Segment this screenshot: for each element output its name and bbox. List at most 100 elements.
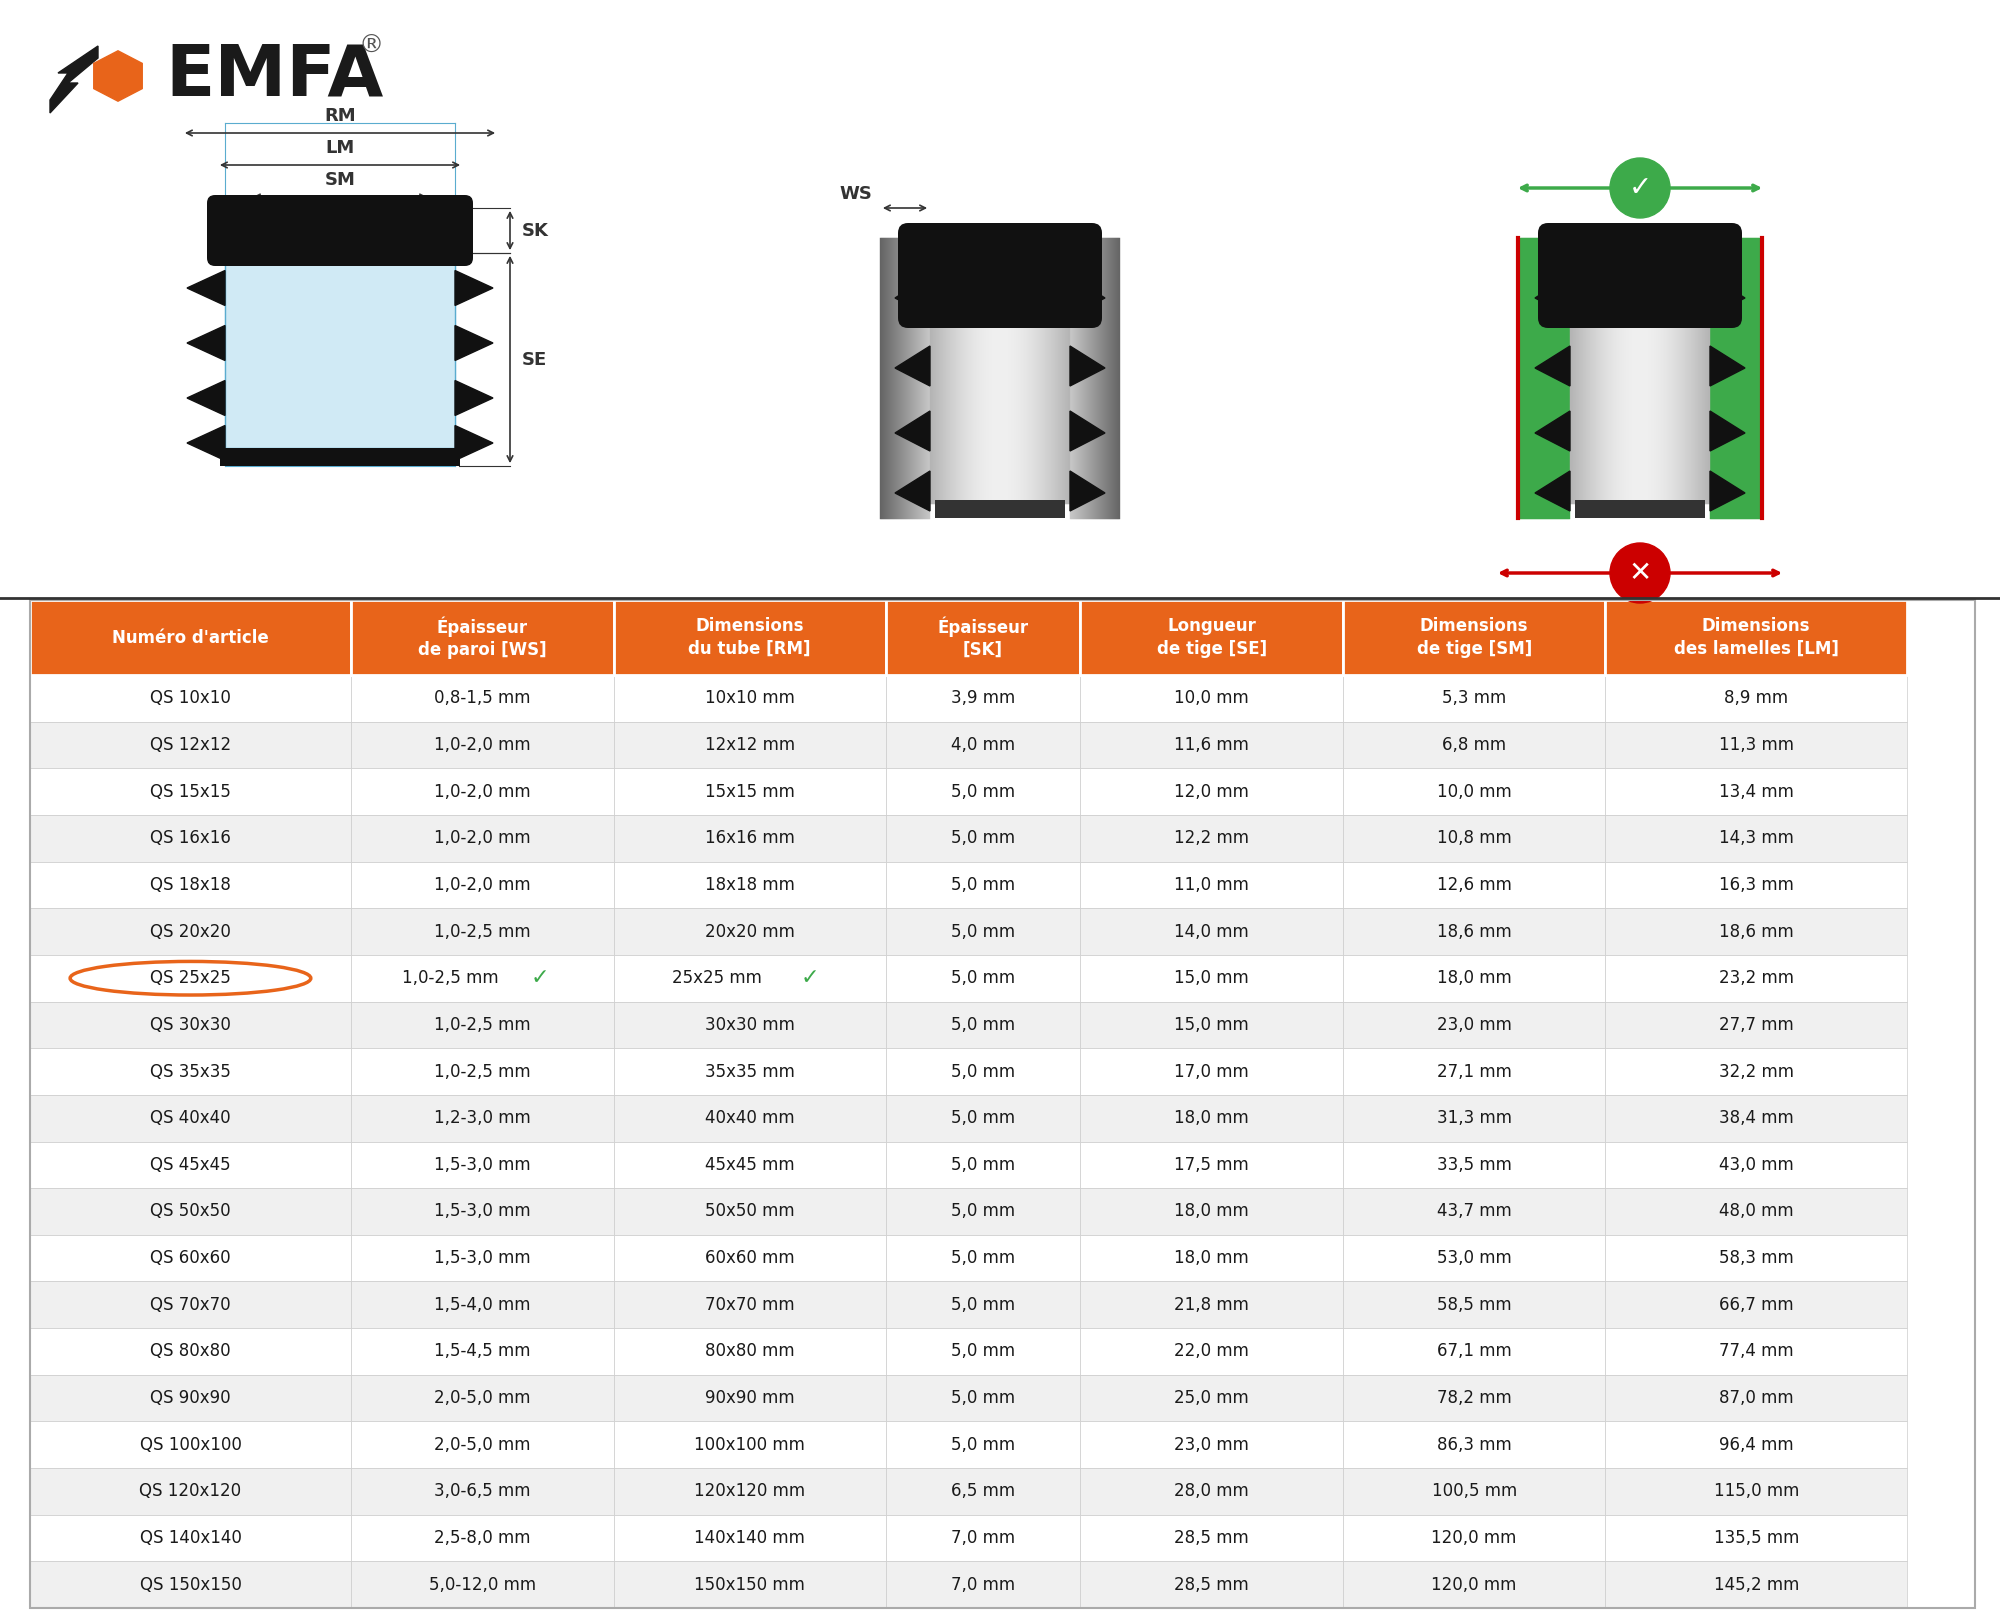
Bar — [936, 500, 1064, 518]
Text: QS 50x50: QS 50x50 — [150, 1202, 230, 1220]
Bar — [1342, 1002, 1606, 1048]
Bar — [1080, 862, 1342, 908]
Bar — [1606, 1235, 1906, 1281]
Text: 18,6 mm: 18,6 mm — [1718, 922, 1794, 940]
Bar — [1342, 1421, 1606, 1468]
Text: 18,0 mm: 18,0 mm — [1174, 1110, 1248, 1128]
Bar — [1342, 722, 1606, 769]
Bar — [350, 600, 614, 675]
Bar — [30, 1188, 350, 1235]
Bar — [30, 1375, 350, 1421]
Bar — [886, 1002, 1080, 1048]
Polygon shape — [456, 325, 492, 361]
Bar — [886, 1514, 1080, 1561]
Text: 80x80 mm: 80x80 mm — [704, 1343, 794, 1361]
Text: Dimensions
de tige [SM]: Dimensions de tige [SM] — [1416, 618, 1532, 657]
Text: QS 140x140: QS 140x140 — [140, 1529, 242, 1547]
Text: LM: LM — [326, 139, 354, 157]
Bar — [1606, 769, 1906, 815]
Polygon shape — [456, 426, 492, 461]
Text: ✕: ✕ — [1628, 558, 1652, 587]
Bar — [614, 1188, 886, 1235]
Bar — [1080, 1048, 1342, 1095]
Text: 11,3 mm: 11,3 mm — [1718, 736, 1794, 754]
Bar — [886, 1142, 1080, 1188]
Text: 18,6 mm: 18,6 mm — [1436, 922, 1512, 940]
Bar — [1342, 955, 1606, 1002]
Bar — [30, 1002, 350, 1048]
Bar — [1606, 1421, 1906, 1468]
Polygon shape — [1536, 411, 1570, 451]
Bar — [1342, 1235, 1606, 1281]
Text: 1,0-2,5 mm: 1,0-2,5 mm — [402, 969, 500, 987]
Text: QS 15x15: QS 15x15 — [150, 783, 230, 801]
Text: 6,5 mm: 6,5 mm — [950, 1482, 1016, 1500]
Text: Épaisseur
de paroi [WS]: Épaisseur de paroi [WS] — [418, 616, 546, 659]
Text: Dimensions
du tube [RM]: Dimensions du tube [RM] — [688, 618, 810, 657]
Polygon shape — [896, 411, 930, 451]
Text: 10,0 mm: 10,0 mm — [1174, 689, 1248, 707]
Text: 30x30 mm: 30x30 mm — [704, 1016, 794, 1034]
Text: 58,5 mm: 58,5 mm — [1436, 1296, 1512, 1314]
Text: 27,7 mm: 27,7 mm — [1718, 1016, 1794, 1034]
Text: 32,2 mm: 32,2 mm — [1718, 1063, 1794, 1081]
Text: 35x35 mm: 35x35 mm — [704, 1063, 794, 1081]
Text: 18,0 mm: 18,0 mm — [1174, 1249, 1248, 1267]
Bar — [614, 769, 886, 815]
Text: 48,0 mm: 48,0 mm — [1718, 1202, 1794, 1220]
Bar — [1080, 815, 1342, 862]
Text: 53,0 mm: 53,0 mm — [1436, 1249, 1512, 1267]
Text: 5,0 mm: 5,0 mm — [950, 1063, 1016, 1081]
Bar — [1342, 1188, 1606, 1235]
Bar — [350, 1188, 614, 1235]
Text: 7,0 mm: 7,0 mm — [950, 1576, 1016, 1594]
Text: QS 20x20: QS 20x20 — [150, 922, 230, 940]
Text: 1,0-2,5 mm: 1,0-2,5 mm — [434, 1016, 530, 1034]
Bar — [886, 600, 1080, 675]
Text: SK: SK — [522, 222, 548, 239]
Text: 18x18 mm: 18x18 mm — [704, 875, 794, 893]
Text: SM: SM — [324, 172, 356, 189]
Bar — [1606, 1468, 1906, 1514]
Bar — [1606, 1561, 1906, 1608]
Text: QS 90x90: QS 90x90 — [150, 1390, 230, 1408]
Text: QS 25x25: QS 25x25 — [150, 969, 230, 987]
Text: 6,8 mm: 6,8 mm — [1442, 736, 1506, 754]
Polygon shape — [456, 270, 492, 306]
Text: 16,3 mm: 16,3 mm — [1718, 875, 1794, 893]
Bar — [886, 769, 1080, 815]
Text: 70x70 mm: 70x70 mm — [704, 1296, 794, 1314]
Text: 20x20 mm: 20x20 mm — [704, 922, 794, 940]
Text: 0,8-1,5 mm: 0,8-1,5 mm — [434, 689, 530, 707]
Bar — [614, 862, 886, 908]
Text: 38,4 mm: 38,4 mm — [1718, 1110, 1794, 1128]
Bar — [350, 1468, 614, 1514]
Bar — [1342, 815, 1606, 862]
Text: 11,6 mm: 11,6 mm — [1174, 736, 1250, 754]
Bar — [1080, 1375, 1342, 1421]
Text: 10x10 mm: 10x10 mm — [704, 689, 794, 707]
Text: 5,0 mm: 5,0 mm — [950, 1390, 1016, 1408]
Bar — [30, 1468, 350, 1514]
Text: 5,0 mm: 5,0 mm — [950, 1249, 1016, 1267]
Bar — [886, 1468, 1080, 1514]
Text: QS 150x150: QS 150x150 — [140, 1576, 242, 1594]
Bar — [1080, 1514, 1342, 1561]
Bar — [350, 675, 614, 722]
Bar — [614, 1561, 886, 1608]
Text: 5,0 mm: 5,0 mm — [950, 1202, 1016, 1220]
Polygon shape — [1536, 471, 1570, 511]
Polygon shape — [1070, 346, 1104, 387]
Text: 115,0 mm: 115,0 mm — [1714, 1482, 1798, 1500]
Bar — [224, 248, 456, 448]
Text: 2,5-8,0 mm: 2,5-8,0 mm — [434, 1529, 530, 1547]
Text: Dimensions
des lamelles [LM]: Dimensions des lamelles [LM] — [1674, 618, 1838, 657]
Bar — [1080, 1421, 1342, 1468]
Bar — [1606, 1375, 1906, 1421]
Bar — [220, 448, 460, 466]
Bar — [350, 769, 614, 815]
Text: 15,0 mm: 15,0 mm — [1174, 1016, 1248, 1034]
Bar — [350, 955, 614, 1002]
Bar — [30, 1328, 350, 1375]
Text: 1,0-2,5 mm: 1,0-2,5 mm — [434, 922, 530, 940]
